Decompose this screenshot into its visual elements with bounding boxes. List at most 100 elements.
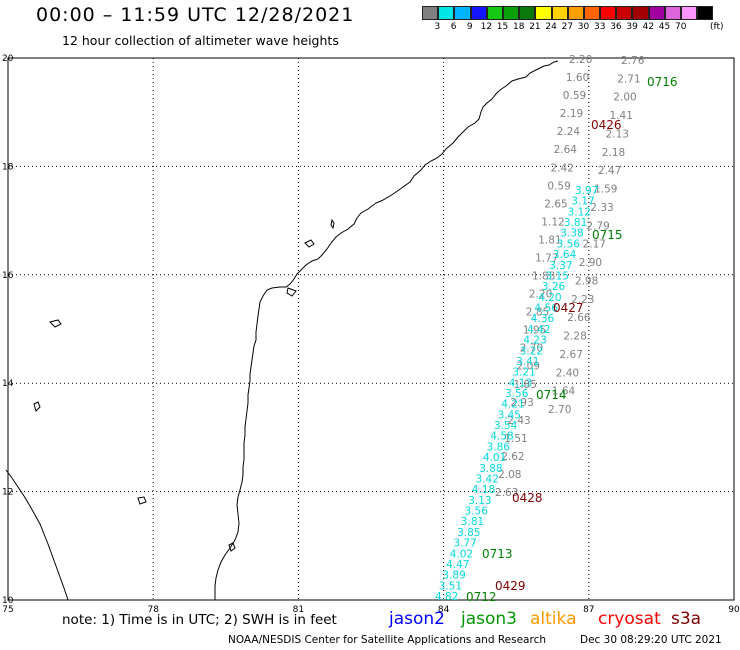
swh-value: 4.82 bbox=[435, 591, 458, 603]
swh-value: 1.83 bbox=[532, 271, 555, 283]
color-swatch-15 bbox=[664, 6, 681, 20]
color-swatch-0 bbox=[422, 6, 439, 20]
swh-value: 0.59 bbox=[547, 180, 570, 192]
lon-tick-label: 90 bbox=[728, 605, 740, 615]
swh-value: 4.18 bbox=[472, 484, 495, 496]
swh-value: 2.23 bbox=[571, 294, 594, 306]
swh-value: 4.42 bbox=[527, 324, 550, 336]
color-swatch-4 bbox=[486, 6, 503, 20]
color-scale-label: (ft) bbox=[710, 22, 724, 32]
swh-value: 3.85 bbox=[457, 527, 480, 539]
swh-value: 1.64 bbox=[552, 386, 576, 398]
color-swatch-12 bbox=[616, 6, 633, 20]
satellite-legend-s3a: s3a bbox=[671, 609, 702, 629]
swh-value: 1.59 bbox=[594, 184, 617, 196]
swh-value: 4.58 bbox=[490, 431, 513, 443]
swh-value: 4.56 bbox=[535, 303, 559, 315]
swh-value: 2.08 bbox=[498, 469, 521, 481]
swh-value: 3.17 bbox=[571, 196, 594, 208]
swh-value: 2.63 bbox=[495, 487, 518, 499]
color-swatch-5 bbox=[502, 6, 520, 20]
lat-tick-label: 10 bbox=[2, 596, 14, 606]
swh-value: 1.12 bbox=[541, 216, 564, 228]
color-swatch-16 bbox=[681, 6, 698, 20]
swh-value: 3.45 bbox=[498, 409, 521, 421]
swh-value: 3.42 bbox=[476, 474, 499, 486]
swh-value: 1.81 bbox=[538, 234, 561, 246]
swh-value: 1.60 bbox=[566, 72, 589, 84]
map-frame bbox=[7, 57, 735, 601]
color-scale-label: 6 bbox=[450, 22, 457, 32]
swh-value: 2.13 bbox=[606, 129, 629, 141]
swh-value: 2.47 bbox=[598, 165, 621, 177]
swh-value: 4.02 bbox=[450, 548, 473, 560]
swh-value: 2.40 bbox=[556, 367, 579, 379]
island-small-3 bbox=[286, 287, 297, 297]
credit-line: NOAA/NESDIS Center for Satellite Applica… bbox=[228, 634, 546, 646]
color-scale-bar bbox=[422, 6, 714, 20]
swh-value: 3.26 bbox=[542, 281, 566, 293]
satellite-legend-jason3: jason3 bbox=[461, 609, 517, 629]
swh-value: 2.42 bbox=[551, 162, 574, 174]
swh-value: 2.90 bbox=[579, 257, 602, 269]
color-scale-label: 15 bbox=[496, 22, 509, 32]
island-small-6 bbox=[137, 496, 147, 505]
satellite-legend-jason2: jason2 bbox=[389, 609, 445, 629]
swh-value: 0.59 bbox=[563, 90, 586, 102]
swh-value: 2.20 bbox=[529, 289, 552, 301]
swh-value: 1.85 bbox=[514, 379, 537, 391]
pass-time-label: 0713 bbox=[482, 547, 513, 561]
swh-value: 4.13 bbox=[509, 377, 532, 389]
island-small-2 bbox=[304, 239, 315, 248]
pass-time-label: 0428 bbox=[512, 491, 543, 505]
color-swatch-9 bbox=[567, 6, 584, 20]
pass-time-label: 0715 bbox=[592, 228, 623, 242]
swh-value: 2.00 bbox=[613, 92, 636, 104]
island-small-7 bbox=[228, 542, 236, 552]
swh-value: 2.24 bbox=[557, 126, 581, 138]
swh-value: 2.70 bbox=[548, 404, 571, 416]
swh-value: 1.95 bbox=[523, 325, 546, 337]
pass-time-label: 0426 bbox=[591, 118, 622, 132]
color-scale-label: 3 bbox=[434, 22, 441, 32]
swh-value: 2.98 bbox=[575, 275, 598, 287]
color-scale-label: 36 bbox=[610, 22, 622, 32]
island-small-4 bbox=[49, 319, 62, 328]
lat-tick-label: 12 bbox=[2, 488, 13, 498]
color-scale-label: 30 bbox=[577, 22, 590, 32]
swh-value: 3.89 bbox=[442, 570, 465, 582]
lat-tick-label: 18 bbox=[2, 162, 14, 172]
color-swatch-17 bbox=[697, 6, 714, 20]
swh-value: 3.12 bbox=[568, 206, 591, 218]
lat-tick-label: 14 bbox=[2, 379, 14, 389]
swh-value: 3.56 bbox=[465, 506, 489, 518]
color-scale-label: 45 bbox=[658, 22, 671, 32]
generated-timestamp: Dec 30 08:29:20 UTC 2021 bbox=[580, 634, 722, 646]
swh-value: 2.17 bbox=[583, 239, 606, 251]
color-swatch-3 bbox=[470, 6, 487, 20]
pass-time-label: 0427 bbox=[553, 301, 584, 315]
pass-time-label: 0712 bbox=[466, 590, 497, 604]
swh-value: 2.76 bbox=[621, 55, 645, 67]
swh-value: 3.21 bbox=[512, 367, 535, 379]
swh-value: 2.43 bbox=[507, 415, 530, 427]
color-scale-label: 39 bbox=[626, 22, 638, 32]
swh-value: 3.13 bbox=[468, 495, 491, 507]
swh-value: 1.41 bbox=[610, 110, 633, 122]
swh-value: 2.65 bbox=[544, 198, 567, 210]
swh-value: 2.62 bbox=[501, 451, 524, 463]
color-swatch-14 bbox=[648, 6, 665, 20]
color-scale-label: 24 bbox=[545, 22, 557, 32]
swh-value: 2.79 bbox=[586, 220, 609, 232]
lat-tick-label: 16 bbox=[2, 271, 14, 281]
swh-value: 3.81 bbox=[564, 217, 587, 229]
swh-value: 2.70 bbox=[520, 343, 543, 355]
swh-value: 4.21 bbox=[501, 399, 524, 411]
swh-value: 3.97 bbox=[575, 185, 598, 197]
color-scale-label: 9 bbox=[466, 22, 473, 32]
color-scale-label: 42 bbox=[642, 22, 655, 32]
swh-value: 3.37 bbox=[549, 260, 572, 272]
swh-value: 1.77 bbox=[535, 253, 558, 265]
color-swatch-10 bbox=[583, 6, 601, 20]
